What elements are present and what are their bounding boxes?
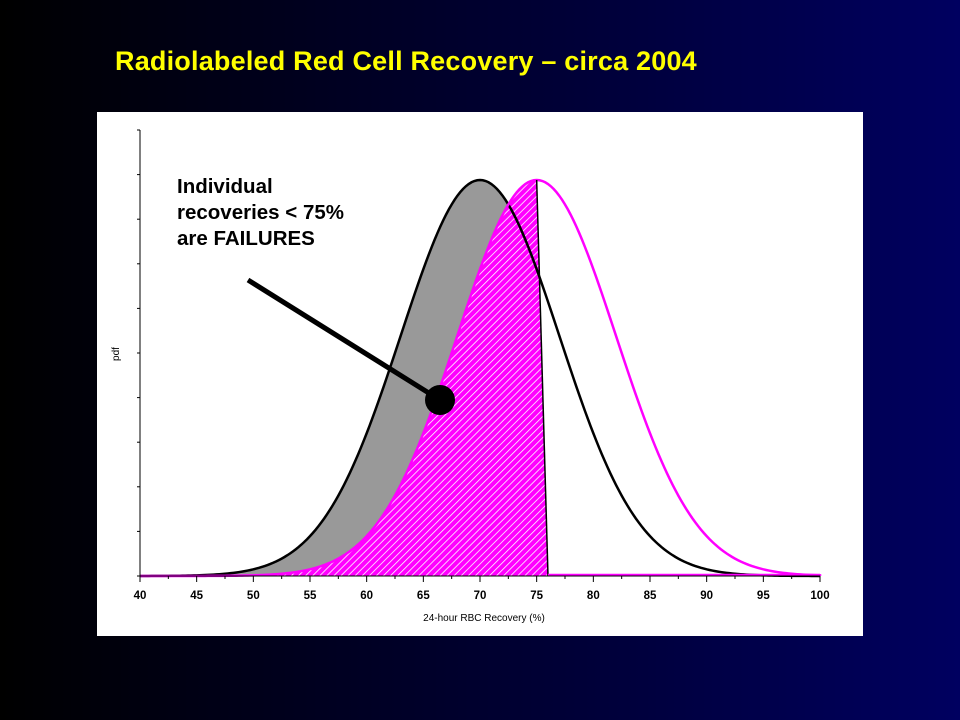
threshold-edge — [535, 179, 549, 577]
x-tick-label: 90 — [700, 590, 713, 602]
x-tick-label: 45 — [190, 590, 203, 602]
series-1-line — [139, 178, 821, 578]
x-tick-label: 95 — [757, 590, 770, 602]
x-tick-label: 75 — [530, 590, 543, 602]
x-tick-label: 85 — [644, 590, 657, 602]
x-tick-label: 50 — [247, 590, 260, 602]
x-tick-label: 100 — [810, 590, 829, 602]
annotation-pointer-line — [246, 277, 442, 403]
x-axis-label: 24-hour RBC Recovery (%) — [423, 613, 545, 624]
x-tick-label: 65 — [417, 590, 430, 602]
x-tick-label: 70 — [474, 590, 487, 602]
x-tick-label: 40 — [134, 590, 147, 602]
annotation-line-2: recoveries < 75% — [177, 201, 344, 224]
pdf-chart: 40 45 50 55 60 65 70 75 80 85 90 95 100 24-hour RBC … — [111, 129, 830, 624]
series-2-line — [140, 178, 822, 578]
series-2-failure-area — [140, 180, 548, 576]
chart-panel: 40 45 50 55 60 65 70 75 80 85 90 95 100 24-hour RBC … — [97, 112, 863, 636]
x-tick-label: 80 — [587, 590, 600, 602]
x-tick-label: 60 — [360, 590, 373, 602]
annotation-pointer-dot — [425, 385, 455, 415]
slide-title: Radiolabeled Red Cell Recovery – circa 2… — [115, 46, 697, 76]
failure-annotation: Individual recoveries < 75% are FAILURES — [177, 174, 344, 252]
x-tick-label: 55 — [304, 590, 317, 602]
y-axis-label: pdf — [111, 347, 122, 361]
annotation-line-3: are FAILURES — [177, 227, 315, 250]
annotation-line-1: Individual — [177, 175, 273, 198]
